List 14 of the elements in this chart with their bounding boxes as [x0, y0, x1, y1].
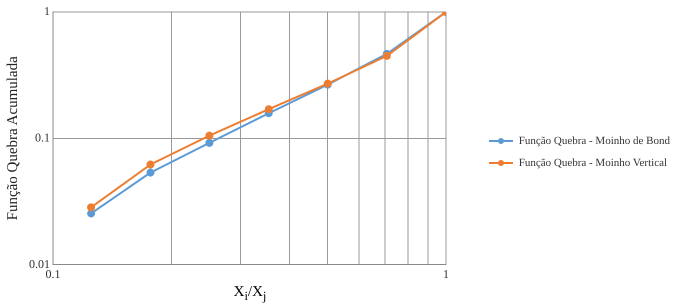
point — [205, 138, 214, 147]
point — [264, 105, 273, 114]
point — [87, 203, 96, 212]
y-tick-label: 0.1 — [35, 130, 50, 144]
y-axis-title: Função Quebra Acumulada — [4, 56, 21, 220]
y-tick-label: 1 — [44, 4, 50, 18]
point — [87, 209, 96, 218]
point — [205, 132, 214, 140]
legend-label: Função Quebra - Moinho Vertical — [518, 156, 668, 171]
legend-label: Função Quebra - Moinho de Bond — [518, 134, 670, 149]
point — [146, 168, 154, 177]
x-axis-title: X$_{i}$/X$_{j}$ — [232, 284, 268, 304]
point — [146, 160, 154, 169]
y-tick-label: 0.01 — [29, 256, 50, 271]
